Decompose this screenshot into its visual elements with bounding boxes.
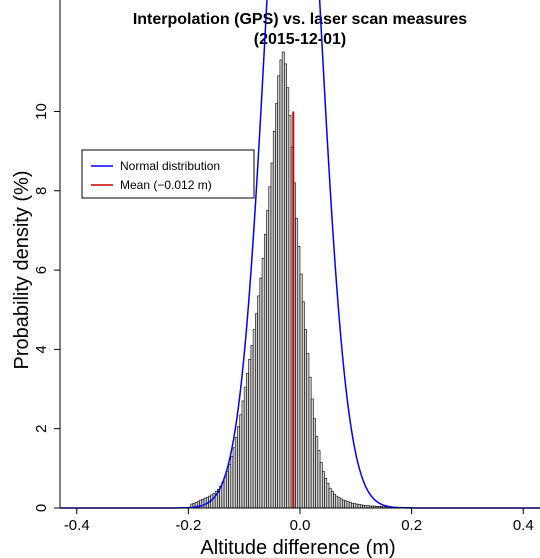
y-axis-ticks: 0 2 4 6 8 10 — [33, 103, 60, 512]
histogram-bar — [250, 345, 254, 509]
histogram-bar — [230, 456, 234, 509]
histogram-bar — [322, 471, 325, 509]
histogram-bar — [335, 495, 339, 509]
legend-label-mean: Mean (−0.012 m) — [120, 178, 212, 192]
histogram-bar — [344, 500, 348, 509]
histogram-bar — [304, 329, 307, 509]
histogram-bar — [342, 499, 345, 509]
histogram-bar — [261, 257, 265, 509]
histogram-bar — [228, 464, 232, 509]
y-tick-label: 2 — [33, 425, 50, 433]
y-tick-label: 4 — [33, 345, 50, 353]
y-tick-label: 6 — [33, 266, 50, 274]
x-axis-ticks: -0.4 -0.2 0.0 0.2 0.4 — [64, 508, 534, 534]
histogram-bar — [301, 301, 305, 509]
histogram-bar — [333, 493, 337, 509]
histogram-bar — [203, 497, 207, 509]
x-axis-label: Altitude difference (m) — [200, 537, 395, 558]
x-tick-label: -0.4 — [64, 517, 90, 534]
histogram-bar — [201, 498, 205, 509]
histogram-bar — [286, 87, 290, 509]
histogram-bar — [328, 487, 332, 509]
histogram-bar — [297, 245, 301, 509]
legend-box — [81, 149, 255, 199]
histogram-bar — [330, 491, 334, 509]
histogram-bar — [266, 210, 270, 509]
x-tick-label: -0.2 — [175, 517, 201, 534]
histogram-bar — [295, 218, 299, 509]
histogram-bar — [232, 447, 236, 509]
y-axis-label: Probability density (%) — [11, 171, 33, 370]
histogram-bar — [237, 426, 241, 509]
legend-label-normal: Normal distribution — [120, 159, 220, 173]
histogram-bar — [319, 462, 323, 509]
histogram-bars — [190, 51, 412, 509]
histogram-bar — [270, 162, 274, 509]
histogram-bar — [353, 503, 357, 509]
histogram-bar — [226, 471, 229, 509]
x-tick-label: 0.0 — [290, 517, 311, 534]
chart-subtitle: (2015-12-01) — [254, 31, 347, 48]
chart-title: Interpolation (GPS) vs. laser scan measu… — [133, 11, 467, 28]
histogram-bar — [348, 502, 352, 509]
chart-legend: Normal distribution Mean (−0.012 m) — [81, 149, 255, 199]
histogram-bar — [281, 51, 285, 509]
histogram-bar — [257, 295, 261, 509]
histogram-bar — [284, 63, 287, 509]
histogram-bar — [243, 386, 247, 509]
histogram-bar — [221, 481, 225, 509]
histogram-bar — [275, 103, 278, 509]
x-tick-label: 0.2 — [401, 517, 422, 534]
y-tick-label: 10 — [33, 103, 50, 120]
histogram-bar — [279, 59, 283, 509]
histogram-bar — [306, 353, 310, 509]
histogram-bar — [259, 277, 263, 509]
histogram-bar — [277, 75, 281, 509]
histogram-bar — [339, 498, 343, 509]
histogram-bar — [346, 501, 350, 509]
histogram-bar — [246, 372, 249, 509]
histogram-bar — [324, 477, 328, 509]
y-tick-label: 8 — [33, 187, 50, 195]
histogram-bar — [310, 398, 314, 509]
histogram-bar — [326, 483, 330, 509]
histogram-bar — [313, 418, 316, 509]
histogram-bar — [315, 436, 319, 509]
histogram-bar — [317, 450, 321, 509]
histogram-bar — [248, 359, 252, 509]
histogram-bar — [268, 186, 272, 509]
x-tick-label: 0.4 — [513, 517, 534, 534]
histogram-bar — [252, 329, 256, 509]
histogram-bar — [272, 131, 276, 509]
histogram-bar — [241, 400, 245, 509]
histogram-bar — [263, 234, 267, 509]
histogram-bar — [234, 437, 238, 509]
histogram-bar — [223, 476, 227, 509]
histogram-bar — [337, 497, 341, 509]
histogram-bar — [239, 414, 243, 509]
histogram-bar — [351, 502, 354, 509]
histogram-bar — [355, 503, 359, 509]
y-tick-label: 0 — [33, 504, 50, 512]
histogram-bar — [255, 313, 258, 509]
histogram-bar — [288, 115, 292, 509]
histogram-bar — [357, 504, 361, 509]
histogram-bar — [299, 273, 303, 509]
histogram-bar — [308, 376, 312, 509]
